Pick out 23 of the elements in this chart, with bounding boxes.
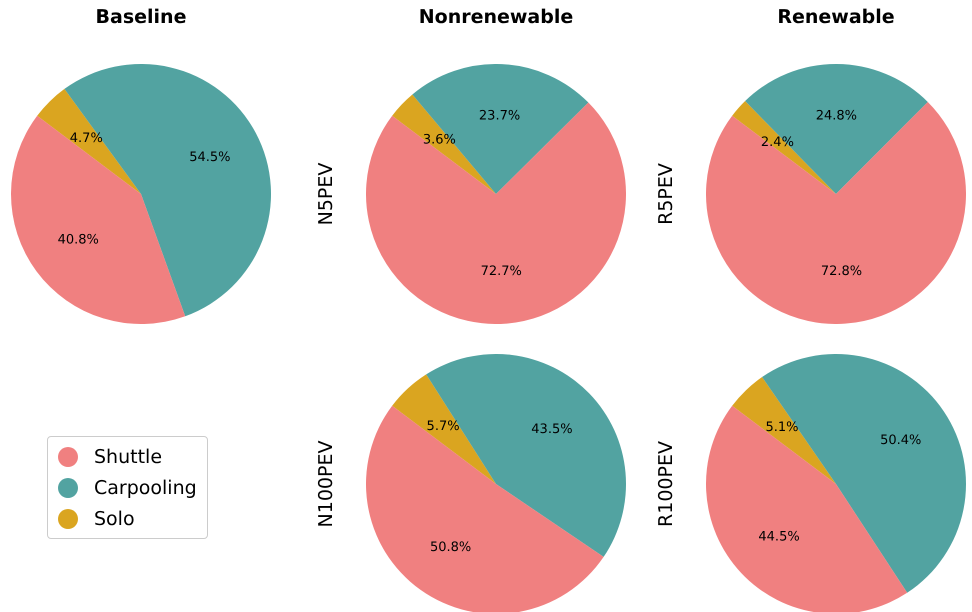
data-label: 40.8% — [58, 232, 99, 248]
text: R100PEV — [655, 441, 677, 527]
text: N5PEV — [315, 162, 337, 226]
data-label: 23.7% — [478, 108, 520, 124]
chart-title: Baseline — [94, 6, 188, 28]
text: N100PEV — [315, 440, 337, 528]
legend-label: Carpooling — [94, 476, 197, 498]
text: R5PEV — [655, 163, 677, 225]
data-label: 5.7% — [426, 419, 460, 434]
data-label: 54.5% — [189, 150, 231, 165]
legend-label: Shuttle — [94, 446, 162, 468]
data-label: 4.7% — [70, 130, 103, 146]
chart-title: Nonrenewable — [418, 6, 574, 28]
data-label: 5.1% — [765, 420, 799, 436]
data-label: 50.4% — [880, 432, 922, 448]
data-label: 50.8% — [430, 540, 472, 555]
chart-title: Renewable — [776, 6, 896, 28]
legend-label: Solo — [94, 508, 135, 530]
data-label: 24.8% — [816, 108, 858, 124]
data-label: 44.5% — [758, 530, 800, 545]
data-label: 72.8% — [820, 264, 862, 280]
data-label: 43.5% — [531, 422, 573, 438]
data-label: 72.7% — [480, 264, 522, 280]
